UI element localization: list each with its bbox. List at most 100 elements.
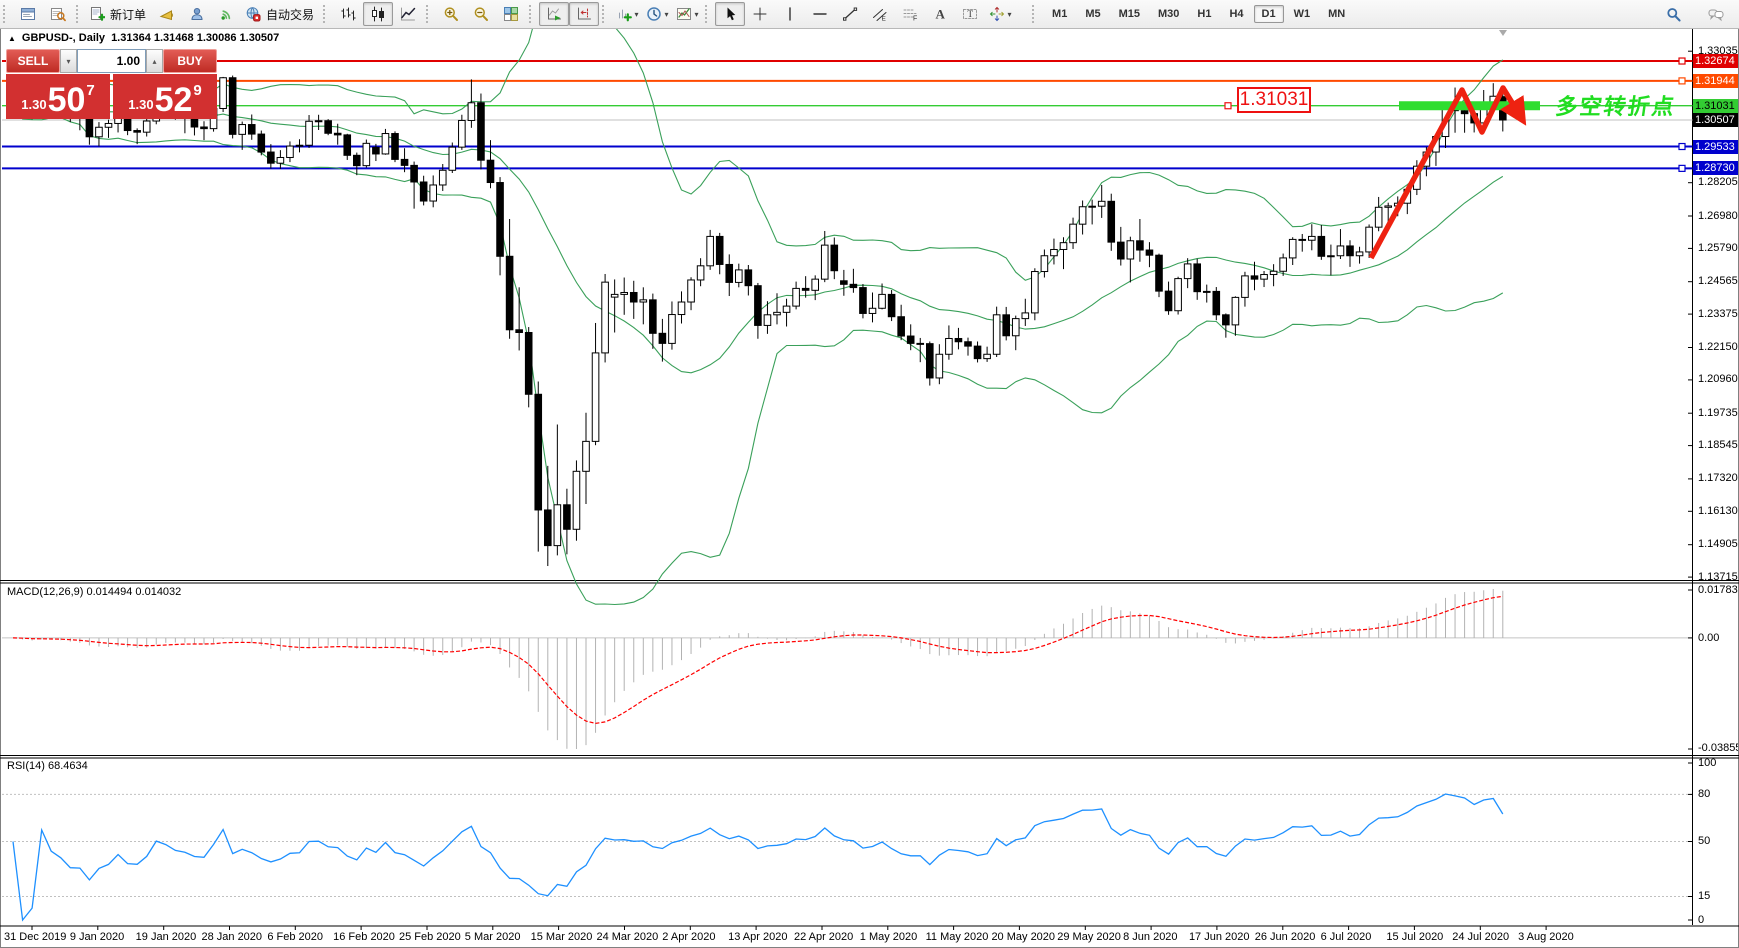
macd-axis-min: -0.038559 (1698, 742, 1739, 754)
date-axis-label: 25 Feb 2020 (398, 931, 461, 943)
crosshair-button[interactable] (745, 2, 775, 26)
price-axis-tick: 1.13715 (1698, 570, 1738, 583)
timeframe-m1-button[interactable]: M1 (1052, 8, 1068, 20)
timeframe-m30-button[interactable]: M30 (1158, 8, 1180, 20)
tile-windows-button[interactable] (496, 2, 526, 26)
rsi-layer (2, 793, 1693, 922)
community-button[interactable] (182, 2, 212, 26)
fibonacci-button[interactable]: F (895, 2, 925, 26)
vertical-line-button[interactable] (775, 2, 805, 26)
indicators-button[interactable]: ▾ (612, 2, 642, 26)
date-axis-label: 16 Feb 2020 (333, 931, 395, 943)
trendline-button[interactable] (835, 2, 865, 26)
buy-price-panel[interactable]: 1.30 52 9 (113, 74, 217, 119)
date-axis-label: 6 Jul 2020 (1320, 931, 1372, 943)
buy-button[interactable]: BUY (163, 49, 217, 73)
timeframe-h4-button[interactable]: H4 (1229, 8, 1244, 20)
line-handle[interactable] (1678, 77, 1686, 85)
support-band-object[interactable] (1399, 101, 1540, 111)
signals-icon (221, 10, 231, 20)
line-chart-icon (401, 7, 416, 21)
date-axis-label: 24 Jul 2020 (1452, 931, 1510, 943)
horizontal-line-button[interactable] (805, 2, 835, 26)
alerts-button[interactable] (152, 2, 182, 26)
line-handle[interactable] (1678, 164, 1686, 172)
chart-shift-button[interactable] (569, 2, 600, 26)
timeframe-w1-button[interactable]: W1 (1293, 8, 1311, 20)
volume-increase-button[interactable]: ▴ (146, 49, 163, 73)
price-axis-label: 1.31944 (1693, 73, 1739, 88)
collapse-one-click-icon[interactable]: ▲ (8, 33, 16, 43)
text-label-button[interactable]: T (955, 2, 985, 26)
equidistant-channel-button[interactable]: E (865, 2, 895, 26)
profiles-button[interactable] (43, 2, 73, 26)
auto-scroll-button[interactable] (539, 2, 570, 26)
sell-price-panel[interactable]: 1.30 50 7 (6, 74, 110, 119)
cursor-button[interactable] (715, 2, 746, 26)
tile-windows-icon (504, 7, 519, 21)
price-callout[interactable]: 1.31031 (1237, 87, 1311, 113)
date-axis-label: 28 Jan 2020 (201, 931, 263, 943)
timeframe-d1-button[interactable]: D1 (1253, 5, 1284, 23)
one-click-trading-widget: SELL ▾ ▴ BUY 1.30 50 7 1.30 52 9 (6, 49, 217, 119)
timeframe-mn-button[interactable]: MN (1328, 8, 1346, 20)
volume-decrease-button[interactable]: ▾ (60, 49, 77, 73)
search-icon (1667, 8, 1681, 22)
date-axis-label: 8 Jun 2020 (1123, 931, 1178, 943)
price-axis-label: 1.28730 (1693, 161, 1739, 176)
periods-button[interactable]: ▾ (642, 2, 672, 26)
candlestick-button[interactable] (363, 2, 394, 26)
zoom-out-icon (474, 7, 489, 21)
new-order-label: 新订单 (110, 7, 147, 22)
templates-icon (676, 8, 691, 20)
search-button[interactable] (1659, 3, 1689, 27)
zoom-out-button[interactable] (466, 2, 496, 26)
zoom-in-icon (444, 7, 459, 21)
date-axis-label: 26 Jun 2020 (1254, 931, 1316, 943)
profiles-icon (51, 8, 66, 22)
svg-text:T: T (968, 9, 974, 19)
sell-button[interactable]: SELL (6, 49, 60, 73)
toolbar-grip (1032, 5, 1038, 23)
new-order-button[interactable]: 新订单 (86, 2, 152, 26)
arrows-button[interactable]: ▾ (985, 2, 1015, 26)
chart-ohlc: 1.31364 1.31468 1.30086 1.30507 (111, 32, 280, 44)
date-axis-label: 31 Dec 2019 (4, 931, 67, 943)
line-handle[interactable] (1224, 102, 1232, 110)
sell-price-big: 50 (47, 81, 86, 119)
bar-chart-button[interactable] (333, 2, 363, 26)
chart-symbol: GBPUSD-, Daily (21, 32, 106, 44)
zoom-in-button[interactable] (436, 2, 466, 26)
date-axis-label: 24 Mar 2020 (596, 931, 659, 943)
candlestick-icon (372, 6, 385, 22)
chevron-down-icon[interactable]: ▾ (1007, 9, 1012, 19)
price-axis-tick: 1.17320 (1698, 472, 1738, 485)
text-button[interactable]: A (925, 2, 955, 26)
main-chart-layer (2, 28, 1693, 606)
timeframe-m15-button[interactable]: M15 (1118, 8, 1140, 20)
zigzag-arrow-object[interactable] (1368, 85, 1527, 260)
line-handle[interactable] (1678, 142, 1686, 151)
chart-canvas[interactable] (0, 28, 1739, 948)
templates-button[interactable]: ▾ (672, 2, 702, 26)
timeframe-h1-button[interactable]: H1 (1197, 8, 1212, 20)
chart-window[interactable]: ▲ GBPUSD-, Daily 1.31364 1.31468 1.30086… (0, 28, 1739, 948)
volume-input[interactable] (77, 49, 146, 73)
date-axis-label: 15 Jul 2020 (1386, 931, 1444, 943)
autotrading-button[interactable]: 自动交易 (242, 2, 320, 26)
turning-point-annotation[interactable]: 多空转折点 (1554, 94, 1678, 119)
chevron-down-icon[interactable]: ▾ (634, 9, 639, 19)
macd-axis-max: 0.017833 (1698, 584, 1739, 596)
chat-button[interactable] (1701, 3, 1731, 27)
line-handle[interactable] (1678, 57, 1686, 65)
toolbar-groups: 新订单 自动交易 ▾ ▾ ▾ E F A T ▾ (0, 0, 1015, 28)
chevron-down-icon[interactable]: ▾ (694, 9, 699, 19)
date-axis-label: 29 May 2020 (1057, 931, 1121, 943)
signals-button[interactable] (212, 2, 242, 26)
price-axis-tick: 1.24565 (1698, 275, 1738, 288)
chevron-down-icon[interactable]: ▾ (664, 9, 669, 19)
price-axis-tick: 1.14905 (1698, 538, 1738, 551)
line-chart-button[interactable] (393, 2, 423, 26)
chart-window-button[interactable] (13, 2, 43, 26)
timeframe-m5-button[interactable]: M5 (1085, 8, 1101, 20)
